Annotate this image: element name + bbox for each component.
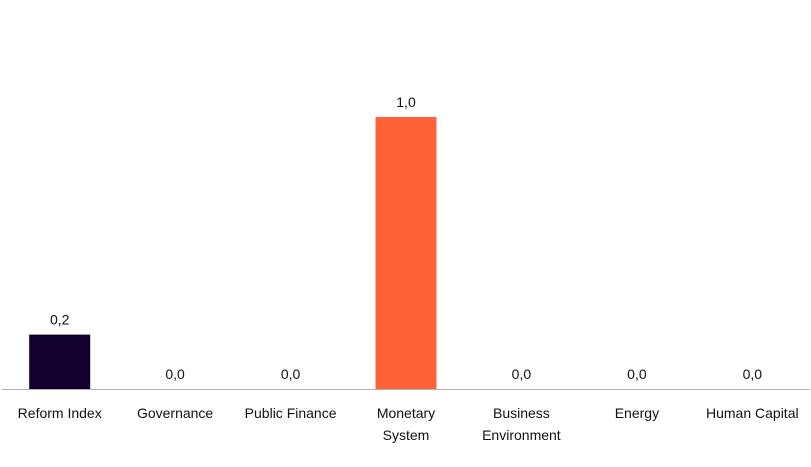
category-labels-group: Reform Index Governance Public Finance Mone… <box>18 405 799 443</box>
value-label-2: 0,0 <box>281 366 301 382</box>
category-label-5: Energy <box>615 405 659 421</box>
category-label-0-line-0: Reform Index <box>18 405 102 421</box>
value-label-3: 1,0 <box>396 94 416 110</box>
category-label-1-line-0: Governance <box>137 405 213 421</box>
bar-0 <box>29 334 91 389</box>
category-label-4-line-0: Business <box>493 405 550 421</box>
value-label-4: 0,0 <box>512 366 532 382</box>
category-label-6: Human Capital <box>706 405 799 421</box>
value-label-6: 0,0 <box>743 366 763 382</box>
category-label-3-line-0: Monetary <box>377 405 435 421</box>
category-label-2-line-0: Public Finance <box>245 405 337 421</box>
category-label-3: Monetary System <box>377 405 435 443</box>
value-labels-group: 0,2 0,0 0,0 1,0 0,0 0,0 0,0 <box>50 94 762 382</box>
category-label-0: Reform Index <box>18 405 102 421</box>
category-label-4-line-1: Environment <box>482 427 561 443</box>
value-label-5: 0,0 <box>627 366 647 382</box>
bars-group <box>29 117 437 389</box>
category-label-1: Governance <box>137 405 213 421</box>
category-label-2: Public Finance <box>245 405 337 421</box>
value-label-1: 0,0 <box>165 366 185 382</box>
bar-3 <box>375 117 437 389</box>
category-label-6-line-0: Human Capital <box>706 405 799 421</box>
category-label-5-line-0: Energy <box>615 405 659 421</box>
value-label-0: 0,2 <box>50 312 70 328</box>
category-label-3-line-1: System <box>383 427 430 443</box>
category-label-4: Business Environment <box>482 405 561 443</box>
